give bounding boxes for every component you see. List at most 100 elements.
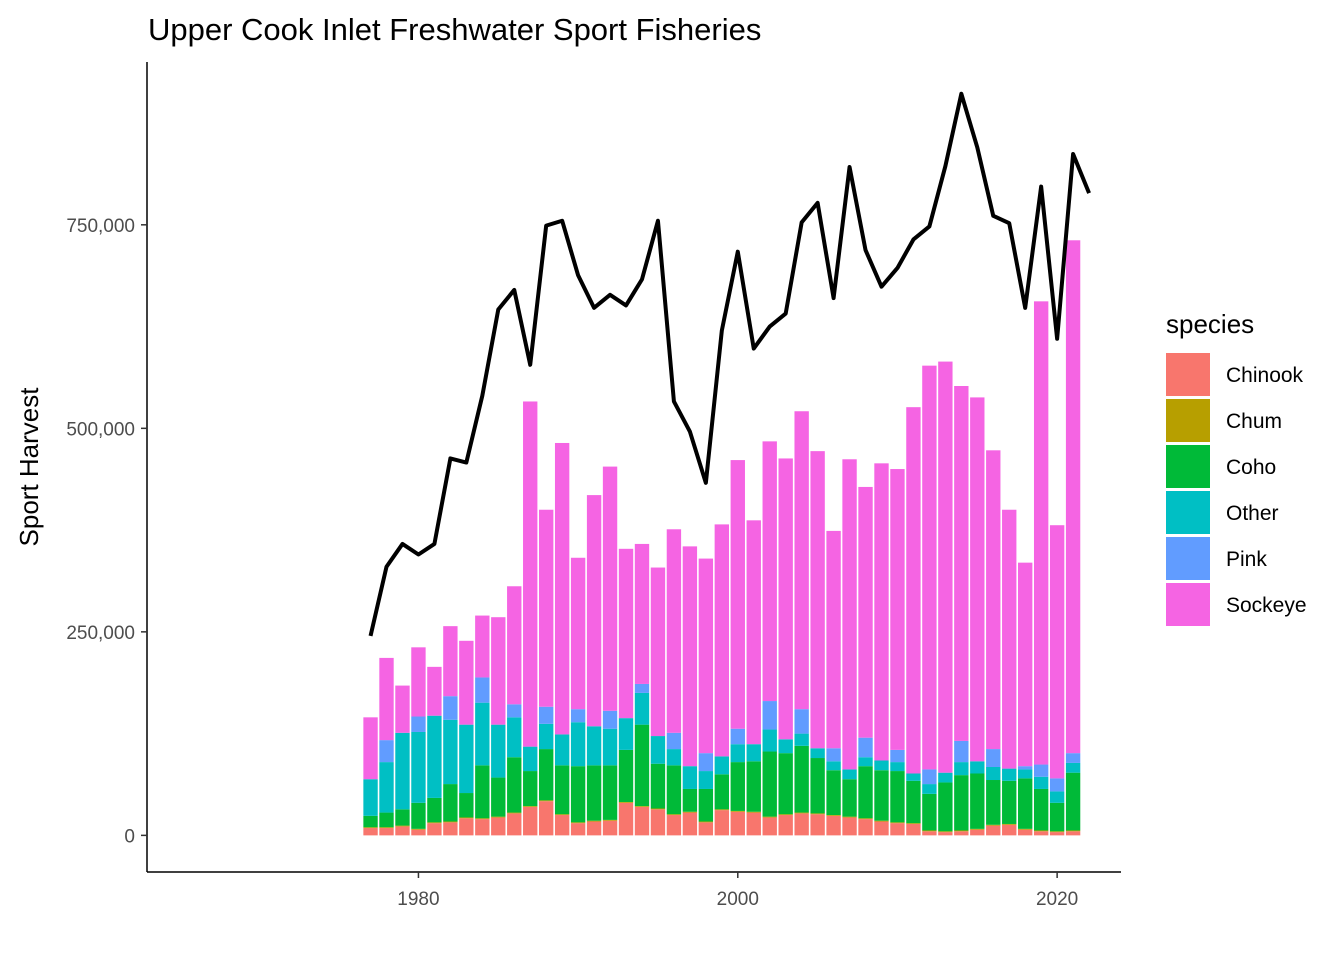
bar-chum-2009: [874, 820, 889, 822]
bar-coho-2000: [730, 762, 745, 811]
bar-coho-2005: [810, 758, 825, 814]
bar-coho-2010: [890, 771, 905, 823]
bar-sockeye-1995: [650, 567, 666, 737]
bar-pink-1988: [539, 706, 554, 724]
bar-other-2004: [794, 733, 809, 746]
bar-other-1982: [443, 719, 458, 785]
bar-sockeye-2007: [842, 459, 857, 770]
bar-chinook-1978: [379, 828, 394, 836]
bar-coho-2003: [778, 753, 793, 815]
bar-pink-1990: [570, 709, 586, 723]
bar-sockeye-1978: [379, 657, 394, 741]
bar-chinook-2005: [810, 814, 825, 836]
bar-chum-1987: [523, 806, 538, 807]
bar-other-2014: [954, 762, 969, 776]
bar-other-1987: [523, 746, 538, 772]
bar-sockeye-2003: [778, 458, 793, 740]
legend-label-other: Other: [1226, 502, 1279, 525]
bar-other-2003: [778, 739, 793, 754]
bar-chinook-1991: [586, 821, 602, 836]
bar-other-2019: [1033, 776, 1049, 789]
chart-title: Upper Cook Inlet Freshwater Sport Fisher…: [148, 12, 761, 47]
bar-chum-2018: [1018, 828, 1033, 830]
bar-pink-1994: [634, 683, 650, 693]
bar-other-2005: [810, 748, 825, 759]
bar-chinook-1990: [570, 823, 586, 836]
bar-pink-1982: [443, 696, 458, 720]
legend-label-pink: Pink: [1226, 548, 1267, 571]
x-tick-label: 1980: [397, 889, 439, 910]
bar-chinook-2003: [778, 815, 793, 836]
bar-coho-2021: [1065, 772, 1081, 831]
bar-sockeye-2014: [954, 386, 969, 741]
bar-chum-1982: [443, 821, 458, 823]
legend-swatch-chinook: [1166, 353, 1210, 396]
bar-other-1990: [570, 722, 586, 767]
bar-coho-2019: [1033, 788, 1049, 831]
bar-chinook-2010: [890, 823, 905, 836]
bar-chum-1979: [395, 825, 410, 827]
bar-coho-2001: [746, 761, 761, 812]
bar-coho-1985: [491, 777, 506, 817]
bar-sockeye-1996: [666, 529, 682, 733]
bar-chinook-2017: [1002, 824, 1017, 836]
bar-chinook-1979: [395, 826, 410, 836]
bar-sockeye-1979: [395, 685, 410, 733]
bar-chum-2006: [826, 815, 841, 816]
bar-pink-1984: [475, 677, 490, 703]
legend-label-coho: Coho: [1226, 456, 1276, 479]
bar-chum-2012: [922, 830, 937, 832]
legend-swatch-chum: [1166, 399, 1210, 442]
bar-chum-2003: [778, 814, 793, 816]
bar-chinook-1977: [363, 828, 378, 836]
bar-chinook-1993: [618, 802, 634, 836]
bar-coho-1988: [539, 749, 554, 801]
bar-sockeye-1982: [443, 626, 458, 697]
bar-other-2013: [938, 772, 953, 783]
bar-pink-2014: [954, 740, 969, 763]
bar-coho-1995: [650, 763, 666, 809]
bar-pink-2021: [1065, 753, 1081, 763]
bar-other-2020: [1049, 791, 1065, 803]
y-tick-label: 250,000: [66, 623, 135, 644]
bar-chinook-1986: [507, 813, 522, 836]
bar-other-1978: [379, 762, 394, 813]
bar-pink-1980: [411, 716, 426, 732]
bar-sockeye-2012: [922, 365, 937, 770]
bar-chum-2017: [1002, 823, 1017, 825]
bar-other-2007: [842, 769, 857, 780]
bar-chinook-2008: [858, 819, 873, 836]
bar-chinook-1999: [714, 810, 729, 836]
bar-sockeye-1985: [491, 617, 506, 725]
bar-coho-2009: [874, 770, 889, 821]
bar-sockeye-1981: [427, 666, 442, 716]
bar-other-2009: [874, 760, 889, 771]
bar-other-2006: [826, 761, 841, 771]
bar-sockeye-2018: [1018, 562, 1033, 767]
legend-label-chinook: Chinook: [1226, 364, 1304, 387]
bar-sockeye-2011: [906, 407, 921, 774]
bar-pink-1978: [379, 740, 394, 763]
bar-chum-1992: [602, 819, 618, 821]
bar-chum-2014: [954, 830, 969, 832]
bar-coho-1990: [570, 766, 586, 823]
bar-coho-2014: [954, 775, 969, 831]
y-axis-label: Sport Harvest: [14, 387, 44, 547]
bar-coho-1981: [427, 797, 442, 823]
bar-coho-2004: [794, 745, 809, 813]
bar-chum-1977: [363, 827, 378, 829]
bar-chum-2019: [1033, 830, 1049, 832]
bar-other-1993: [618, 718, 634, 750]
bar-chinook-1987: [523, 806, 538, 836]
bar-coho-2006: [826, 770, 841, 816]
bar-sockeye-1992: [602, 466, 618, 711]
bar-sockeye-1997: [682, 546, 698, 767]
bar-pink-2016: [986, 749, 1001, 767]
x-tick-label: 2020: [1036, 889, 1078, 910]
bar-chum-2020: [1049, 831, 1065, 833]
bar-chum-1990: [570, 822, 586, 824]
bar-chinook-2019: [1033, 831, 1049, 836]
bar-chum-2002: [762, 816, 777, 818]
bar-chum-1981: [427, 822, 442, 824]
